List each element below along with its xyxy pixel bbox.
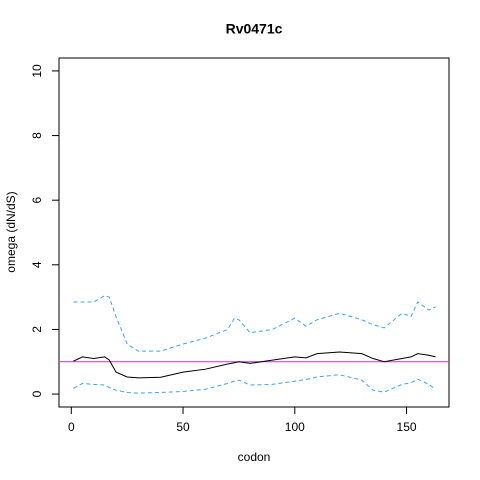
y-axis-label: omega (dN/dS) xyxy=(4,191,18,272)
x-axis-label: codon xyxy=(238,450,271,464)
y-tick-label: 10 xyxy=(30,64,44,78)
x-tick-label: 50 xyxy=(176,420,190,434)
x-tick-label: 100 xyxy=(285,420,305,434)
x-tick-label: 150 xyxy=(397,420,417,434)
y-tick-label: 2 xyxy=(30,326,44,333)
series-line xyxy=(73,351,436,379)
plot-frame xyxy=(58,57,450,408)
chart-title: Rv0471c xyxy=(226,21,283,37)
y-tick-label: 8 xyxy=(30,132,44,139)
y-tick-label: 0 xyxy=(30,390,44,397)
y-tick-label: 4 xyxy=(30,261,44,268)
y-tick-label: 6 xyxy=(30,197,44,204)
series-line xyxy=(73,374,436,394)
x-tick-label: 0 xyxy=(68,420,75,434)
series-line xyxy=(73,294,436,352)
